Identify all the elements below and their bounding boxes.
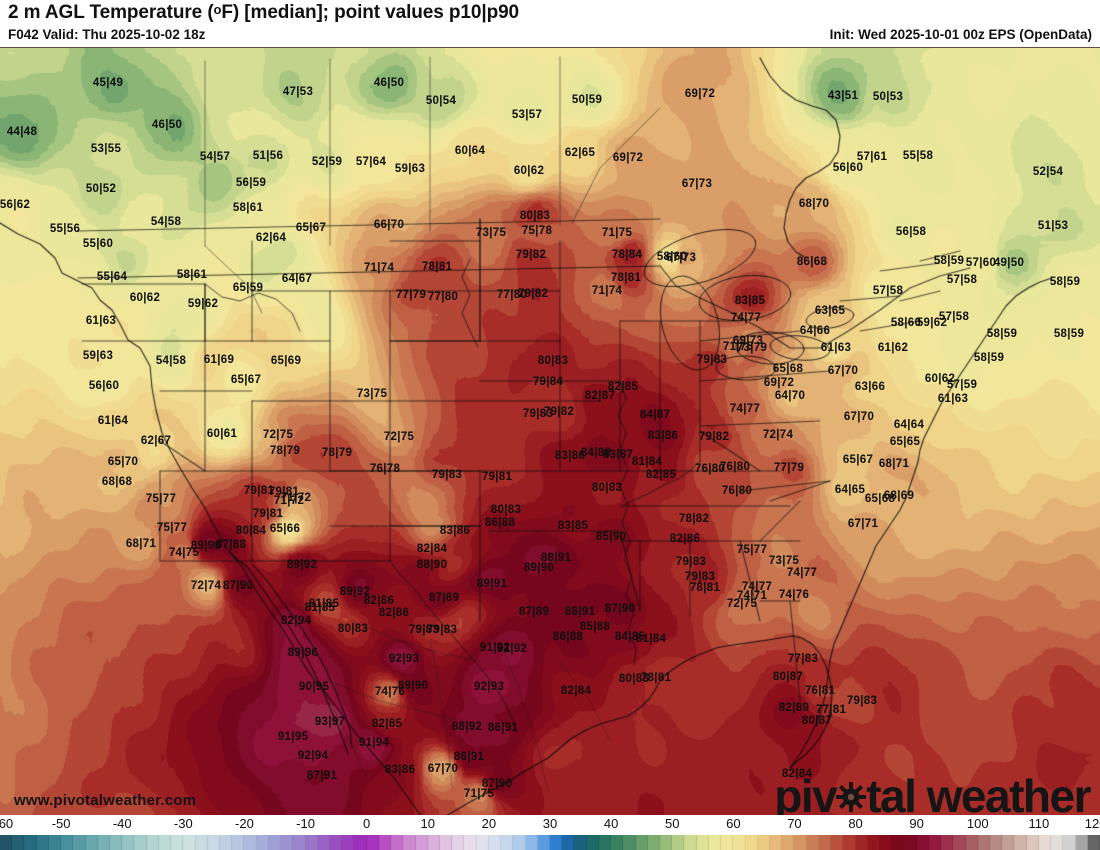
colorbar-tick: -20 (235, 816, 254, 831)
model-init-info: Init: Wed 2025-10-01 00z EPS (OpenData) (829, 27, 1092, 42)
colorbar-tick: 120 (1084, 816, 1100, 831)
colorbar-gradient (0, 835, 1100, 850)
forecast-valid-time: F042 Valid: Thu 2025-10-02 18z (8, 27, 206, 42)
colorbar-tick: -40 (112, 816, 132, 831)
temperature-map[interactable]: 45|49 44|48 46|50 53|55 47|53 54|57 51|56 52|59… (0, 47, 1100, 815)
degree-symbol: o (213, 2, 222, 17)
colorbar-tick: -60 (0, 816, 14, 831)
colorbar-tick: -30 (173, 816, 193, 831)
colorbar-tick-labels: -60 -50 -40 -30 -20 -10 0 10 20 30 40 50 60 70 80 90 100… (0, 815, 1100, 835)
brand-text-part1: piv (774, 770, 837, 815)
colorbar-tick: 20 (481, 816, 497, 831)
colorbar-tick: 70 (787, 816, 802, 831)
header: 2 m AGL Temperature (oF) [median]; point… (0, 0, 1100, 47)
colorbar-tick: 10 (420, 816, 435, 831)
temperature-raster (0, 48, 1100, 815)
colorbar-tick: 100 (966, 816, 989, 831)
brand-text-part2: tal weather (866, 770, 1091, 815)
colorbar-tick: 110 (1028, 816, 1050, 831)
colorbar-tick: 50 (664, 816, 680, 831)
colorbar-tick: 60 (726, 816, 741, 831)
colorbar-tick: 40 (603, 816, 619, 831)
colorbar-tick: 30 (542, 816, 558, 831)
colorbar[interactable]: -60 -50 -40 -30 -20 -10 0 10 20 30 40 50 60 70 80 90 100… (0, 815, 1100, 850)
colorbar-tick: 90 (909, 816, 924, 831)
colorbar-tick: -10 (296, 816, 315, 831)
colorbar-tick: 0 (363, 816, 371, 831)
colorbar-tick: -50 (51, 816, 71, 831)
colorbar-tick: 80 (848, 816, 863, 831)
page-title: 2 m AGL Temperature (oF) [median]; point… (8, 2, 520, 23)
brand-watermark: piv tal weather (774, 770, 1091, 815)
site-url-watermark: www.pivotalweather.com (14, 792, 197, 809)
gear-icon (836, 782, 867, 812)
